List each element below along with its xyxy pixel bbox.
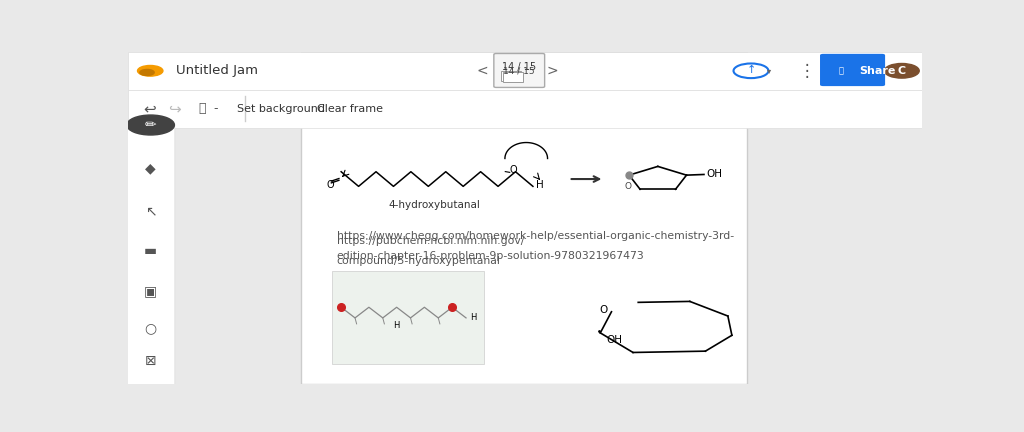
Text: edition-chapter-16-problem-9p-solution-9780321967473: edition-chapter-16-problem-9p-solution-9… bbox=[337, 251, 644, 261]
Text: H: H bbox=[393, 321, 399, 330]
Text: 🔒: 🔒 bbox=[839, 66, 843, 75]
Text: Untitled Jam: Untitled Jam bbox=[176, 64, 258, 77]
Circle shape bbox=[885, 64, 920, 78]
Text: https://pubchem.ncbi.nlm.nih.gov/: https://pubchem.ncbi.nlm.nih.gov/ bbox=[337, 236, 524, 246]
Text: H: H bbox=[536, 180, 544, 190]
Text: ↩: ↩ bbox=[143, 101, 156, 116]
Text: ↖: ↖ bbox=[144, 204, 157, 219]
Text: ▣: ▣ bbox=[144, 284, 157, 299]
Text: 14 / 15: 14 / 15 bbox=[502, 63, 537, 73]
FancyBboxPatch shape bbox=[504, 72, 523, 83]
Circle shape bbox=[137, 66, 163, 76]
Text: O: O bbox=[599, 305, 607, 315]
Text: OH: OH bbox=[606, 334, 623, 345]
Text: Set background: Set background bbox=[238, 104, 326, 114]
Bar bbox=[332, 271, 484, 364]
Text: ▾: ▾ bbox=[767, 66, 771, 75]
Bar bbox=[128, 52, 922, 90]
Text: 14 / 15: 14 / 15 bbox=[504, 66, 536, 75]
Text: >: > bbox=[547, 64, 558, 78]
Text: ↑: ↑ bbox=[746, 65, 756, 75]
Text: ▬: ▬ bbox=[144, 245, 157, 258]
Text: -: - bbox=[213, 102, 217, 115]
Text: C: C bbox=[898, 66, 906, 76]
Text: 🔍: 🔍 bbox=[199, 102, 207, 115]
Text: <: < bbox=[476, 64, 487, 78]
Text: ✏: ✏ bbox=[144, 118, 157, 132]
Text: ○: ○ bbox=[144, 321, 157, 335]
Circle shape bbox=[140, 70, 155, 76]
Text: OH: OH bbox=[707, 169, 722, 179]
FancyBboxPatch shape bbox=[126, 127, 175, 385]
Bar bbox=[301, 52, 748, 384]
Text: ⊠: ⊠ bbox=[144, 354, 157, 368]
Text: Share: Share bbox=[860, 66, 896, 76]
Text: O: O bbox=[327, 181, 334, 191]
Text: Clear frame: Clear frame bbox=[317, 104, 383, 114]
FancyBboxPatch shape bbox=[501, 71, 521, 82]
FancyBboxPatch shape bbox=[494, 54, 545, 87]
Text: O: O bbox=[624, 182, 631, 191]
FancyBboxPatch shape bbox=[820, 54, 885, 86]
Text: compound/5-hydroxypentanal: compound/5-hydroxypentanal bbox=[337, 256, 501, 266]
Circle shape bbox=[127, 115, 174, 135]
Text: ↪: ↪ bbox=[168, 101, 181, 116]
Text: ⋮: ⋮ bbox=[799, 62, 815, 80]
Circle shape bbox=[733, 64, 768, 78]
Text: O: O bbox=[509, 165, 517, 175]
Bar bbox=[128, 90, 922, 128]
Text: H: H bbox=[470, 313, 476, 322]
Text: 4-hydroxybutanal: 4-hydroxybutanal bbox=[389, 200, 480, 210]
Text: https://www.chegg.com/homework-help/essential-organic-chemistry-3rd-: https://www.chegg.com/homework-help/esse… bbox=[337, 231, 734, 241]
Text: ◆: ◆ bbox=[145, 161, 156, 175]
